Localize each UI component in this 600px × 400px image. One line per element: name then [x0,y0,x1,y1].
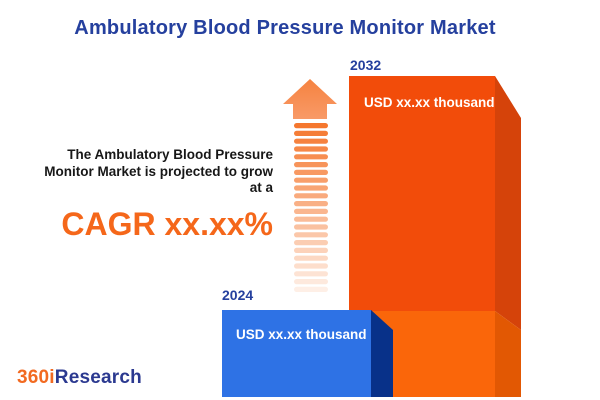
projection-text-line: Monitor Market is projected to grow [44,163,273,179]
arrow-head [283,79,337,119]
projection-text-line: The Ambulatory Blood Pressure [67,147,273,162]
year-label-2024: 2024 [222,287,254,303]
bar-2032-front-upper [349,76,495,311]
projection-text-block: The Ambulatory Blood Pressure Monitor Ma… [13,147,273,243]
cagr-value: CAGR xx.xx% [61,205,273,242]
projection-text-line: at a [249,180,273,195]
bar-2024-side-face [371,310,393,397]
brand-logo-prefix: 360i [17,367,55,388]
brand-logo-suffix: Research [54,367,142,388]
bar-2024-front [222,310,371,397]
growth-arrow-icon [283,79,337,292]
page-title: Ambulatory Blood Pressure Monitor Market [74,17,496,39]
year-label-2032: 2032 [350,57,382,73]
bar-value-2024: USD xx.xx thousand [236,327,367,342]
bar-2032-side-face [495,76,521,397]
bar-value-2032: USD xx.xx thousand [364,95,495,110]
arrow-dashes [294,123,328,292]
brand-logo: 360iResearch [17,367,142,389]
